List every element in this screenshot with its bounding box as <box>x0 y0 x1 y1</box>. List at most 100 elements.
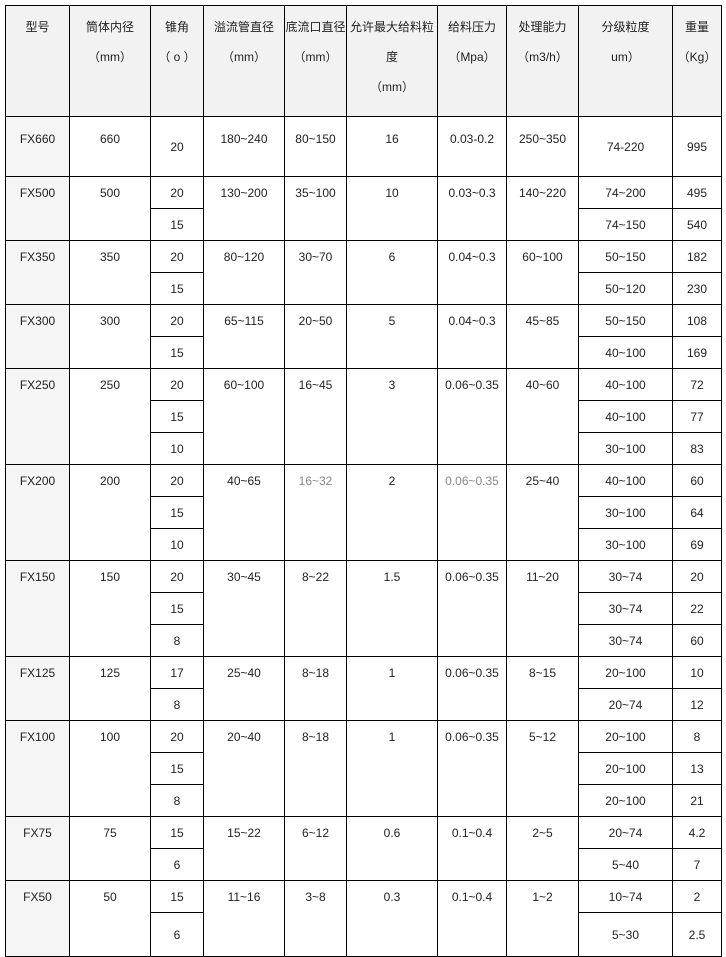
capacity-cell: 250~350 <box>506 116 579 177</box>
header-line: （m3/h） <box>517 50 568 64</box>
cone-angle-cell: 15 <box>150 400 204 433</box>
weight-cell: 20 <box>672 560 722 593</box>
overflow-cell: 20~40 <box>203 720 285 817</box>
model-cell: FX75 <box>5 816 70 881</box>
table-row: 8 30~74 60 <box>6 624 722 657</box>
table-row: FX150 150 20 30~45 8~22 1.5 0.06~0.35 11~20 30~7… <box>5 560 722 657</box>
pressure-cell: 0.03~0.3 <box>437 176 507 241</box>
header-weight: 重量 （Kg） <box>672 5 722 117</box>
cone-angle-cell: 8 <box>150 688 204 721</box>
weight-cell: 72 <box>672 368 722 401</box>
overflow-cell: 11~16 <box>203 880 285 957</box>
underflow-cell: 30~70 <box>284 240 347 305</box>
cone-angle-cell: 20 <box>150 464 204 497</box>
diameter-cell: 350 <box>69 240 151 305</box>
cone-angle-cell: 20 <box>150 116 204 177</box>
header-line: （Kg） <box>677 50 717 64</box>
table-row: FX350 350 20 80~120 30~70 6 0.04~0.3 60~100 50~1… <box>5 240 722 305</box>
overflow-cell: 15~22 <box>203 816 285 881</box>
model-cell: FX125 <box>5 656 70 721</box>
header-capacity: 处理能力 （m3/h） <box>506 5 579 117</box>
pressure-cell: 0.04~0.3 <box>437 240 507 305</box>
capacity-cell: 2~5 <box>506 816 579 881</box>
underflow-cell: 6~12 <box>284 816 347 881</box>
table-row: 15 40~100 169 <box>6 336 722 369</box>
cone-angle-cell: 20 <box>150 304 204 337</box>
capacity-cell: 40~60 <box>506 368 579 465</box>
capacity-cell: 140~220 <box>506 176 579 241</box>
table-row: FX300 300 20 65~115 20~50 5 0.04~0.3 45~85 50~15… <box>5 304 722 369</box>
max-feed-cell: 3 <box>346 368 438 465</box>
capacity-cell: 8~15 <box>506 656 579 721</box>
table-row: 6 5~40 7 <box>6 848 722 881</box>
table-row: FX50 50 15 11~16 3~8 0.3 0.1~0.4 1~2 10~74 2 <box>5 880 722 957</box>
max-feed-cell: 10 <box>346 176 438 241</box>
underflow-cell: 16~32 <box>284 464 347 561</box>
cone-angle-cell: 20 <box>150 720 204 753</box>
cone-angle-cell: 8 <box>150 784 204 817</box>
cone-angle-cell: 6 <box>150 848 204 881</box>
weight-cell: 495 <box>672 176 722 209</box>
grade-cell: 74~150 <box>578 208 673 241</box>
model-cell: FX200 <box>5 464 70 561</box>
underflow-cell: 3~8 <box>284 880 347 957</box>
header-grade: 分级粒度 um） <box>578 5 673 117</box>
cone-angle-cell: 10 <box>150 528 204 561</box>
cone-angle-cell: 6 <box>150 912 204 957</box>
header-line: （mm） <box>88 50 132 64</box>
weight-cell: 83 <box>672 432 722 465</box>
table-row: 10 30~100 69 <box>6 528 722 561</box>
overflow-cell: 30~45 <box>203 560 285 657</box>
header-line: 分级粒度 <box>601 20 650 34</box>
weight-cell: 230 <box>672 272 722 305</box>
model-cell: FX100 <box>5 720 70 817</box>
underflow-cell: 16~45 <box>284 368 347 465</box>
grade-cell: 30~100 <box>578 528 673 561</box>
table-row: 8 20~100 21 <box>6 784 722 817</box>
pressure-cell: 0.06~0.35 <box>437 464 507 561</box>
header-line: 处理能力 <box>518 20 567 34</box>
cone-angle-cell: 20 <box>150 368 204 401</box>
hydrocyclone-spec-table: 型号 筒体内径 （mm） 锥角（ o ）溢流管直径 （mm） 底流口直径 （mm） 允许最大给… <box>5 5 722 957</box>
header-line: 重量 <box>684 20 709 34</box>
overflow-cell: 65~115 <box>203 304 285 369</box>
diameter-cell: 75 <box>69 816 151 881</box>
table-row: 10 30~100 83 <box>6 432 722 465</box>
header-line: （mm） <box>370 80 414 94</box>
grade-cell: 20~100 <box>578 784 673 817</box>
grade-cell: 50~150 <box>578 240 673 273</box>
underflow-cell: 80~150 <box>284 116 347 177</box>
weight-cell: 21 <box>672 784 722 817</box>
header-line: （ o ） <box>158 50 196 64</box>
grade-cell: 40~100 <box>578 400 673 433</box>
header-line: 底流口直径 <box>285 20 346 34</box>
grade-cell: 40~100 <box>578 464 673 497</box>
diameter-cell: 250 <box>69 368 151 465</box>
weight-cell: 995 <box>672 116 722 177</box>
max-feed-cell: 1 <box>346 720 438 817</box>
table-row: FX125 125 17 25~40 8~18 1 0.06~0.35 8~15 20~100 1… <box>5 656 722 721</box>
capacity-cell: 11~20 <box>506 560 579 657</box>
diameter-cell: 200 <box>69 464 151 561</box>
weight-cell: 4.2 <box>672 816 722 849</box>
grade-cell: 74-220 <box>578 116 673 177</box>
weight-cell: 7 <box>672 848 722 881</box>
capacity-cell: 45~85 <box>506 304 579 369</box>
header-line: 锥角 <box>164 20 189 34</box>
header-line: 给料压力 <box>447 20 496 34</box>
pressure-cell: 0.1~0.4 <box>437 880 507 957</box>
model-cell: FX150 <box>5 560 70 657</box>
max-feed-cell: 0.6 <box>346 816 438 881</box>
header-diameter: 筒体内径 （mm） <box>69 5 151 117</box>
overflow-cell: 180~240 <box>203 116 285 177</box>
weight-cell: 2.5 <box>672 912 722 957</box>
grade-cell: 20~100 <box>578 720 673 753</box>
diameter-cell: 50 <box>69 880 151 957</box>
header-line: （mm） <box>222 50 266 64</box>
weight-cell: 182 <box>672 240 722 273</box>
header-model: 型号 <box>5 5 70 117</box>
model-cell: FX50 <box>5 880 70 957</box>
grade-cell: 30~100 <box>578 432 673 465</box>
grade-cell: 40~100 <box>578 368 673 401</box>
cone-angle-cell: 20 <box>150 240 204 273</box>
